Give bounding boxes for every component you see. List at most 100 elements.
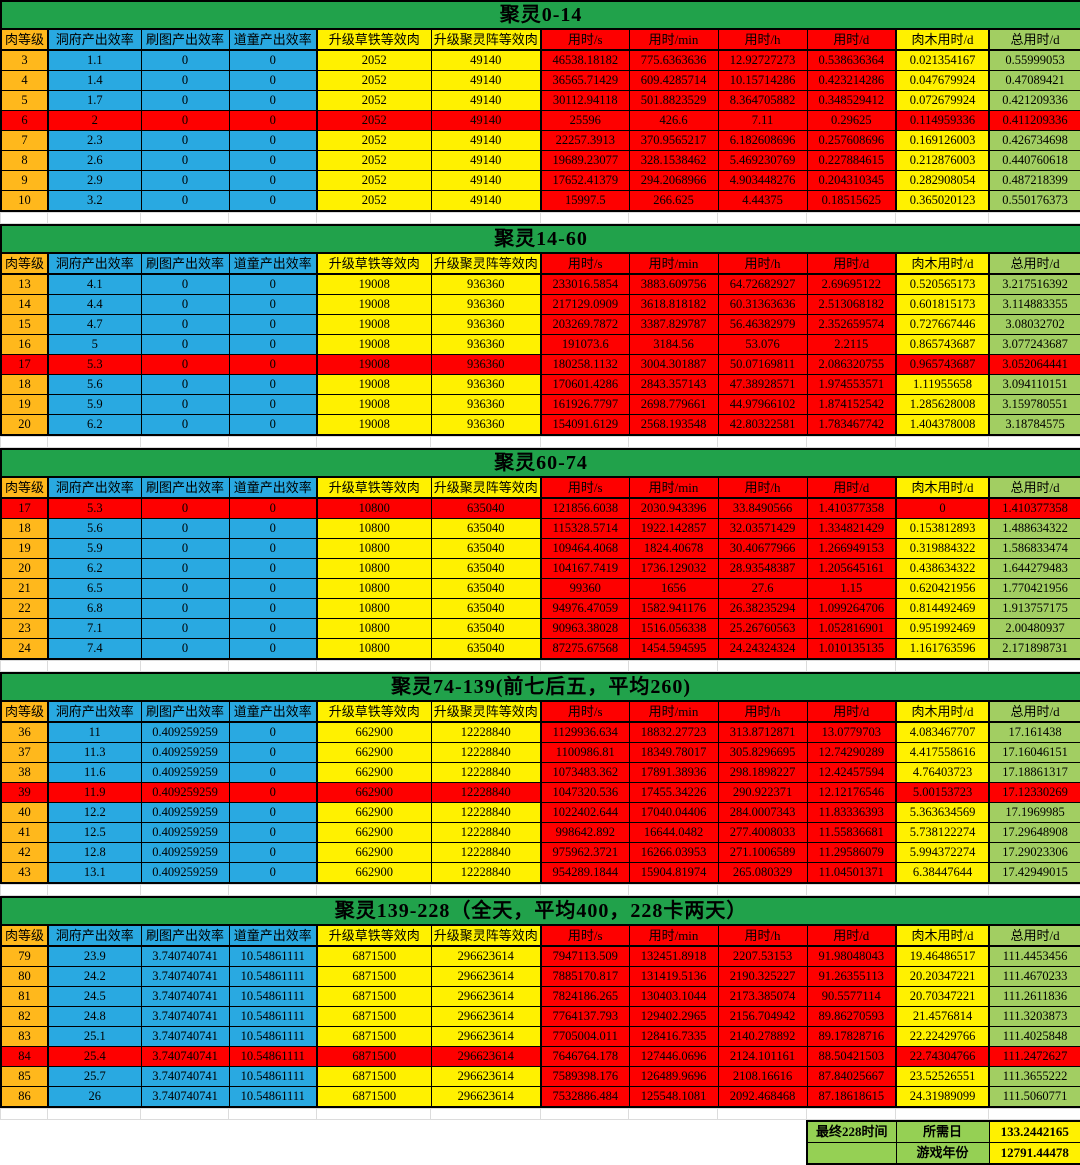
cell[interactable]: 1824.40678	[629, 539, 718, 559]
cell[interactable]: 0.951992469	[896, 619, 989, 639]
cell[interactable]: 954289.1844	[541, 863, 629, 884]
cell[interactable]: 129402.2965	[629, 1007, 718, 1027]
cell[interactable]: 111.3655222	[989, 1067, 1080, 1087]
cell[interactable]: 111.3203873	[989, 1007, 1080, 1027]
cell[interactable]: 635040	[431, 619, 541, 639]
cell[interactable]: 0	[229, 355, 317, 375]
cell[interactable]: 7.11	[718, 111, 807, 131]
column-header[interactable]: 用时/s	[541, 477, 629, 498]
cell[interactable]: 10800	[317, 539, 431, 559]
cell[interactable]: 12228840	[431, 743, 541, 763]
cell[interactable]: 6871500	[317, 1087, 431, 1108]
cell[interactable]: 132451.8918	[629, 946, 718, 967]
cell[interactable]: 0.409259259	[141, 863, 229, 884]
cell[interactable]: 1.410377358	[989, 498, 1080, 519]
column-header[interactable]: 用时/min	[629, 925, 718, 946]
cell[interactable]: 2190.325227	[718, 967, 807, 987]
table-title[interactable]: 聚灵139-228（全天，平均400，228卡两天）	[1, 897, 1080, 925]
cell[interactable]: 0	[141, 639, 229, 660]
cell[interactable]: 0	[229, 763, 317, 783]
cell[interactable]: 662900	[317, 763, 431, 783]
cell[interactable]: 0.865743687	[896, 335, 989, 355]
cell[interactable]: 0.409259259	[141, 823, 229, 843]
column-header[interactable]: 升级草铁等效肉	[317, 701, 431, 722]
cell[interactable]: 47.38928571	[718, 375, 807, 395]
cell[interactable]: 49140	[431, 71, 541, 91]
cell[interactable]: 2052	[317, 151, 431, 171]
cell[interactable]: 3.077243687	[989, 335, 1080, 355]
cell[interactable]: 635040	[431, 539, 541, 559]
cell[interactable]: 49140	[431, 91, 541, 111]
cell[interactable]: 50.07169811	[718, 355, 807, 375]
cell[interactable]: 3.094110151	[989, 375, 1080, 395]
column-header[interactable]: 洞府产出效率	[48, 701, 141, 722]
cell[interactable]: 1100986.81	[541, 743, 629, 763]
cell[interactable]: 3.740740741	[141, 1087, 229, 1108]
cell[interactable]: 1.052816901	[807, 619, 896, 639]
cell[interactable]: 11	[48, 722, 141, 743]
cell[interactable]: 180258.1132	[541, 355, 629, 375]
cell[interactable]: 23.52526551	[896, 1067, 989, 1087]
cell[interactable]: 21.4576814	[896, 1007, 989, 1027]
cell[interactable]: 1.205645161	[807, 559, 896, 579]
cell[interactable]: 2092.468468	[718, 1087, 807, 1108]
column-header[interactable]: 用时/s	[541, 253, 629, 274]
cell[interactable]: 7.4	[48, 639, 141, 660]
cell[interactable]: 20	[1, 415, 48, 436]
cell[interactable]: 10800	[317, 599, 431, 619]
cell[interactable]: 10800	[317, 559, 431, 579]
cell[interactable]: 83	[1, 1027, 48, 1047]
cell[interactable]: 25.7	[48, 1067, 141, 1087]
cell[interactable]: 0	[229, 151, 317, 171]
column-header[interactable]: 用时/d	[807, 701, 896, 722]
cell[interactable]: 17	[1, 498, 48, 519]
cell[interactable]: 0.409259259	[141, 843, 229, 863]
cell[interactable]: 0	[229, 71, 317, 91]
cell[interactable]: 609.4285714	[629, 71, 718, 91]
cell[interactable]: 0	[229, 395, 317, 415]
cell[interactable]: 10.15714286	[718, 71, 807, 91]
cell[interactable]: 127446.0696	[629, 1047, 718, 1067]
cell[interactable]: 10.54861111	[229, 1087, 317, 1108]
column-header[interactable]: 肉木用时/d	[896, 701, 989, 722]
column-header[interactable]: 用时/d	[807, 29, 896, 50]
cell[interactable]: 12228840	[431, 863, 541, 884]
cell[interactable]: 6.8	[48, 599, 141, 619]
cell[interactable]: 17.42949015	[989, 863, 1080, 884]
cell[interactable]: 94976.47059	[541, 599, 629, 619]
cell[interactable]: 3.08032702	[989, 315, 1080, 335]
cell[interactable]: 0.965743687	[896, 355, 989, 375]
column-header[interactable]: 用时/d	[807, 925, 896, 946]
cell[interactable]: 22	[1, 599, 48, 619]
cell[interactable]: 121856.6038	[541, 498, 629, 519]
cell[interactable]: 0	[141, 559, 229, 579]
cell[interactable]: 12228840	[431, 823, 541, 843]
cell[interactable]: 0	[229, 559, 317, 579]
cell[interactable]: 0	[141, 619, 229, 639]
cell[interactable]: 0.409259259	[141, 763, 229, 783]
footer-label-game-years[interactable]: 游戏年份	[896, 1143, 989, 1165]
column-header[interactable]: 总用时/d	[989, 253, 1080, 274]
cell[interactable]: 0.438634322	[896, 559, 989, 579]
cell[interactable]: 33.8490566	[718, 498, 807, 519]
cell[interactable]: 131419.5136	[629, 967, 718, 987]
cell[interactable]: 85	[1, 1067, 48, 1087]
cell[interactable]: 4.417558616	[896, 743, 989, 763]
cell[interactable]: 18	[1, 375, 48, 395]
cell[interactable]: 10.54861111	[229, 1047, 317, 1067]
cell[interactable]: 0.487218399	[989, 171, 1080, 191]
cell[interactable]: 936360	[431, 295, 541, 315]
cell[interactable]: 5.738122274	[896, 823, 989, 843]
cell[interactable]: 20.20347221	[896, 967, 989, 987]
cell[interactable]: 0	[229, 539, 317, 559]
cell[interactable]: 26	[48, 1087, 141, 1108]
cell[interactable]: 10.54861111	[229, 1027, 317, 1047]
cell[interactable]: 1.644279483	[989, 559, 1080, 579]
cell[interactable]: 6.2	[48, 415, 141, 436]
cell[interactable]: 1454.594595	[629, 639, 718, 660]
cell[interactable]: 6.38447644	[896, 863, 989, 884]
cell[interactable]: 975962.3721	[541, 843, 629, 863]
cell[interactable]: 79	[1, 946, 48, 967]
cell[interactable]: 0	[141, 171, 229, 191]
cell[interactable]: 998642.892	[541, 823, 629, 843]
